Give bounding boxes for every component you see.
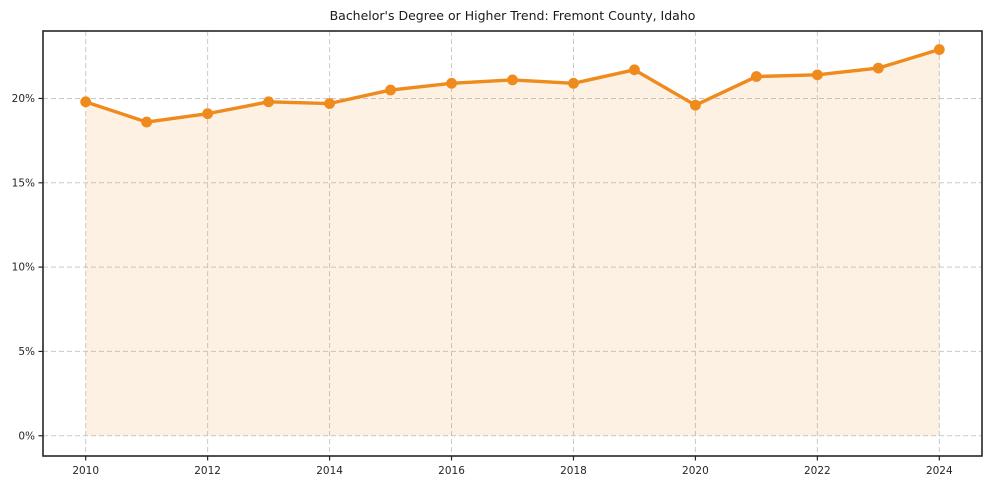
data-point-2024 bbox=[933, 44, 945, 55]
y-axis-tick-label: 20% bbox=[12, 93, 35, 105]
data-point-2015 bbox=[385, 84, 396, 96]
data-point-2022 bbox=[811, 69, 823, 81]
data-point-2019 bbox=[629, 64, 640, 76]
data-point-2011 bbox=[141, 116, 153, 128]
chart-title: Bachelor's Degree or Higher Trend: Fremo… bbox=[329, 8, 696, 23]
data-point-2018 bbox=[568, 77, 579, 89]
x-axis-tick-label: 2024 bbox=[926, 465, 953, 477]
data-point-2016 bbox=[446, 77, 457, 89]
x-axis-tick-label: 2018 bbox=[560, 465, 587, 477]
data-point-2021 bbox=[750, 71, 762, 82]
y-axis-tick-label: 10% bbox=[12, 262, 35, 274]
x-axis-tick-label: 2020 bbox=[682, 465, 709, 477]
x-axis-tick-label: 2012 bbox=[194, 465, 221, 477]
area-fill bbox=[85, 49, 940, 436]
y-axis-tick-label: 15% bbox=[12, 177, 35, 189]
data-point-2017 bbox=[507, 74, 518, 86]
x-axis-tick-label: 2014 bbox=[316, 465, 343, 477]
data-point-2013 bbox=[263, 96, 275, 108]
x-axis-tick-label: 2022 bbox=[804, 465, 831, 477]
x-axis-tick-label: 2010 bbox=[72, 465, 99, 477]
plot-border bbox=[42, 30, 983, 457]
data-point-2023 bbox=[872, 62, 884, 74]
data-point-2014 bbox=[324, 98, 335, 109]
data-point-2020 bbox=[690, 99, 701, 111]
y-axis-tick-label: 0% bbox=[18, 430, 35, 442]
data-point-2010 bbox=[80, 96, 92, 108]
x-axis-tick-label: 2016 bbox=[438, 465, 465, 477]
data-point-2012 bbox=[202, 108, 214, 120]
y-axis-tick-label: 5% bbox=[18, 346, 35, 358]
